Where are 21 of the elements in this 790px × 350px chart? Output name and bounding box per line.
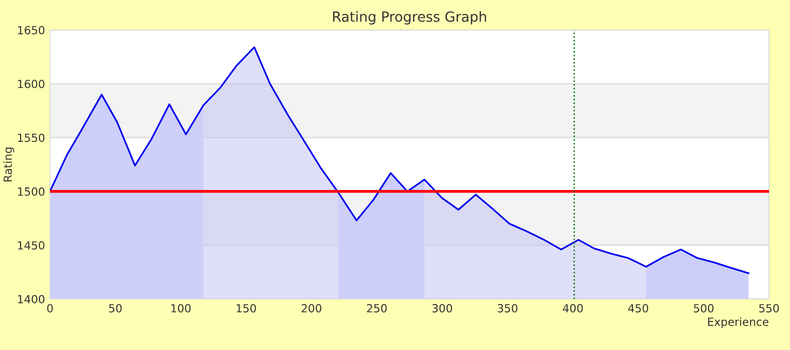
x-tick-label: 250: [367, 304, 387, 312]
y-axis-title: Rating: [3, 148, 14, 182]
x-tick-label: 50: [109, 304, 122, 312]
x-tick-label: 100: [171, 304, 191, 312]
chart-title: Rating Progress Graph: [333, 11, 486, 25]
y-tick-label: 1650: [18, 26, 44, 34]
x-tick-label: 500: [694, 304, 714, 312]
x-tick-label: 450: [628, 304, 648, 312]
y-tick-label: 1450: [18, 241, 44, 250]
x-tick-label: 200: [302, 304, 322, 312]
x-tick-label: 550: [759, 304, 779, 312]
x-tick-label: 300: [432, 304, 452, 312]
x-tick-label: 150: [236, 304, 256, 312]
x-tick-label: 350: [498, 304, 518, 312]
x-tick-label: 400: [562, 304, 583, 312]
y-tick-label: 1400: [18, 294, 44, 304]
y-tick-label: 1500: [18, 187, 44, 196]
y-tick-label: 1550: [18, 134, 44, 142]
x-axis-title: Experience: [708, 317, 768, 328]
x-tick-label: 0: [47, 304, 53, 312]
y-tick-label: 1600: [18, 80, 44, 88]
